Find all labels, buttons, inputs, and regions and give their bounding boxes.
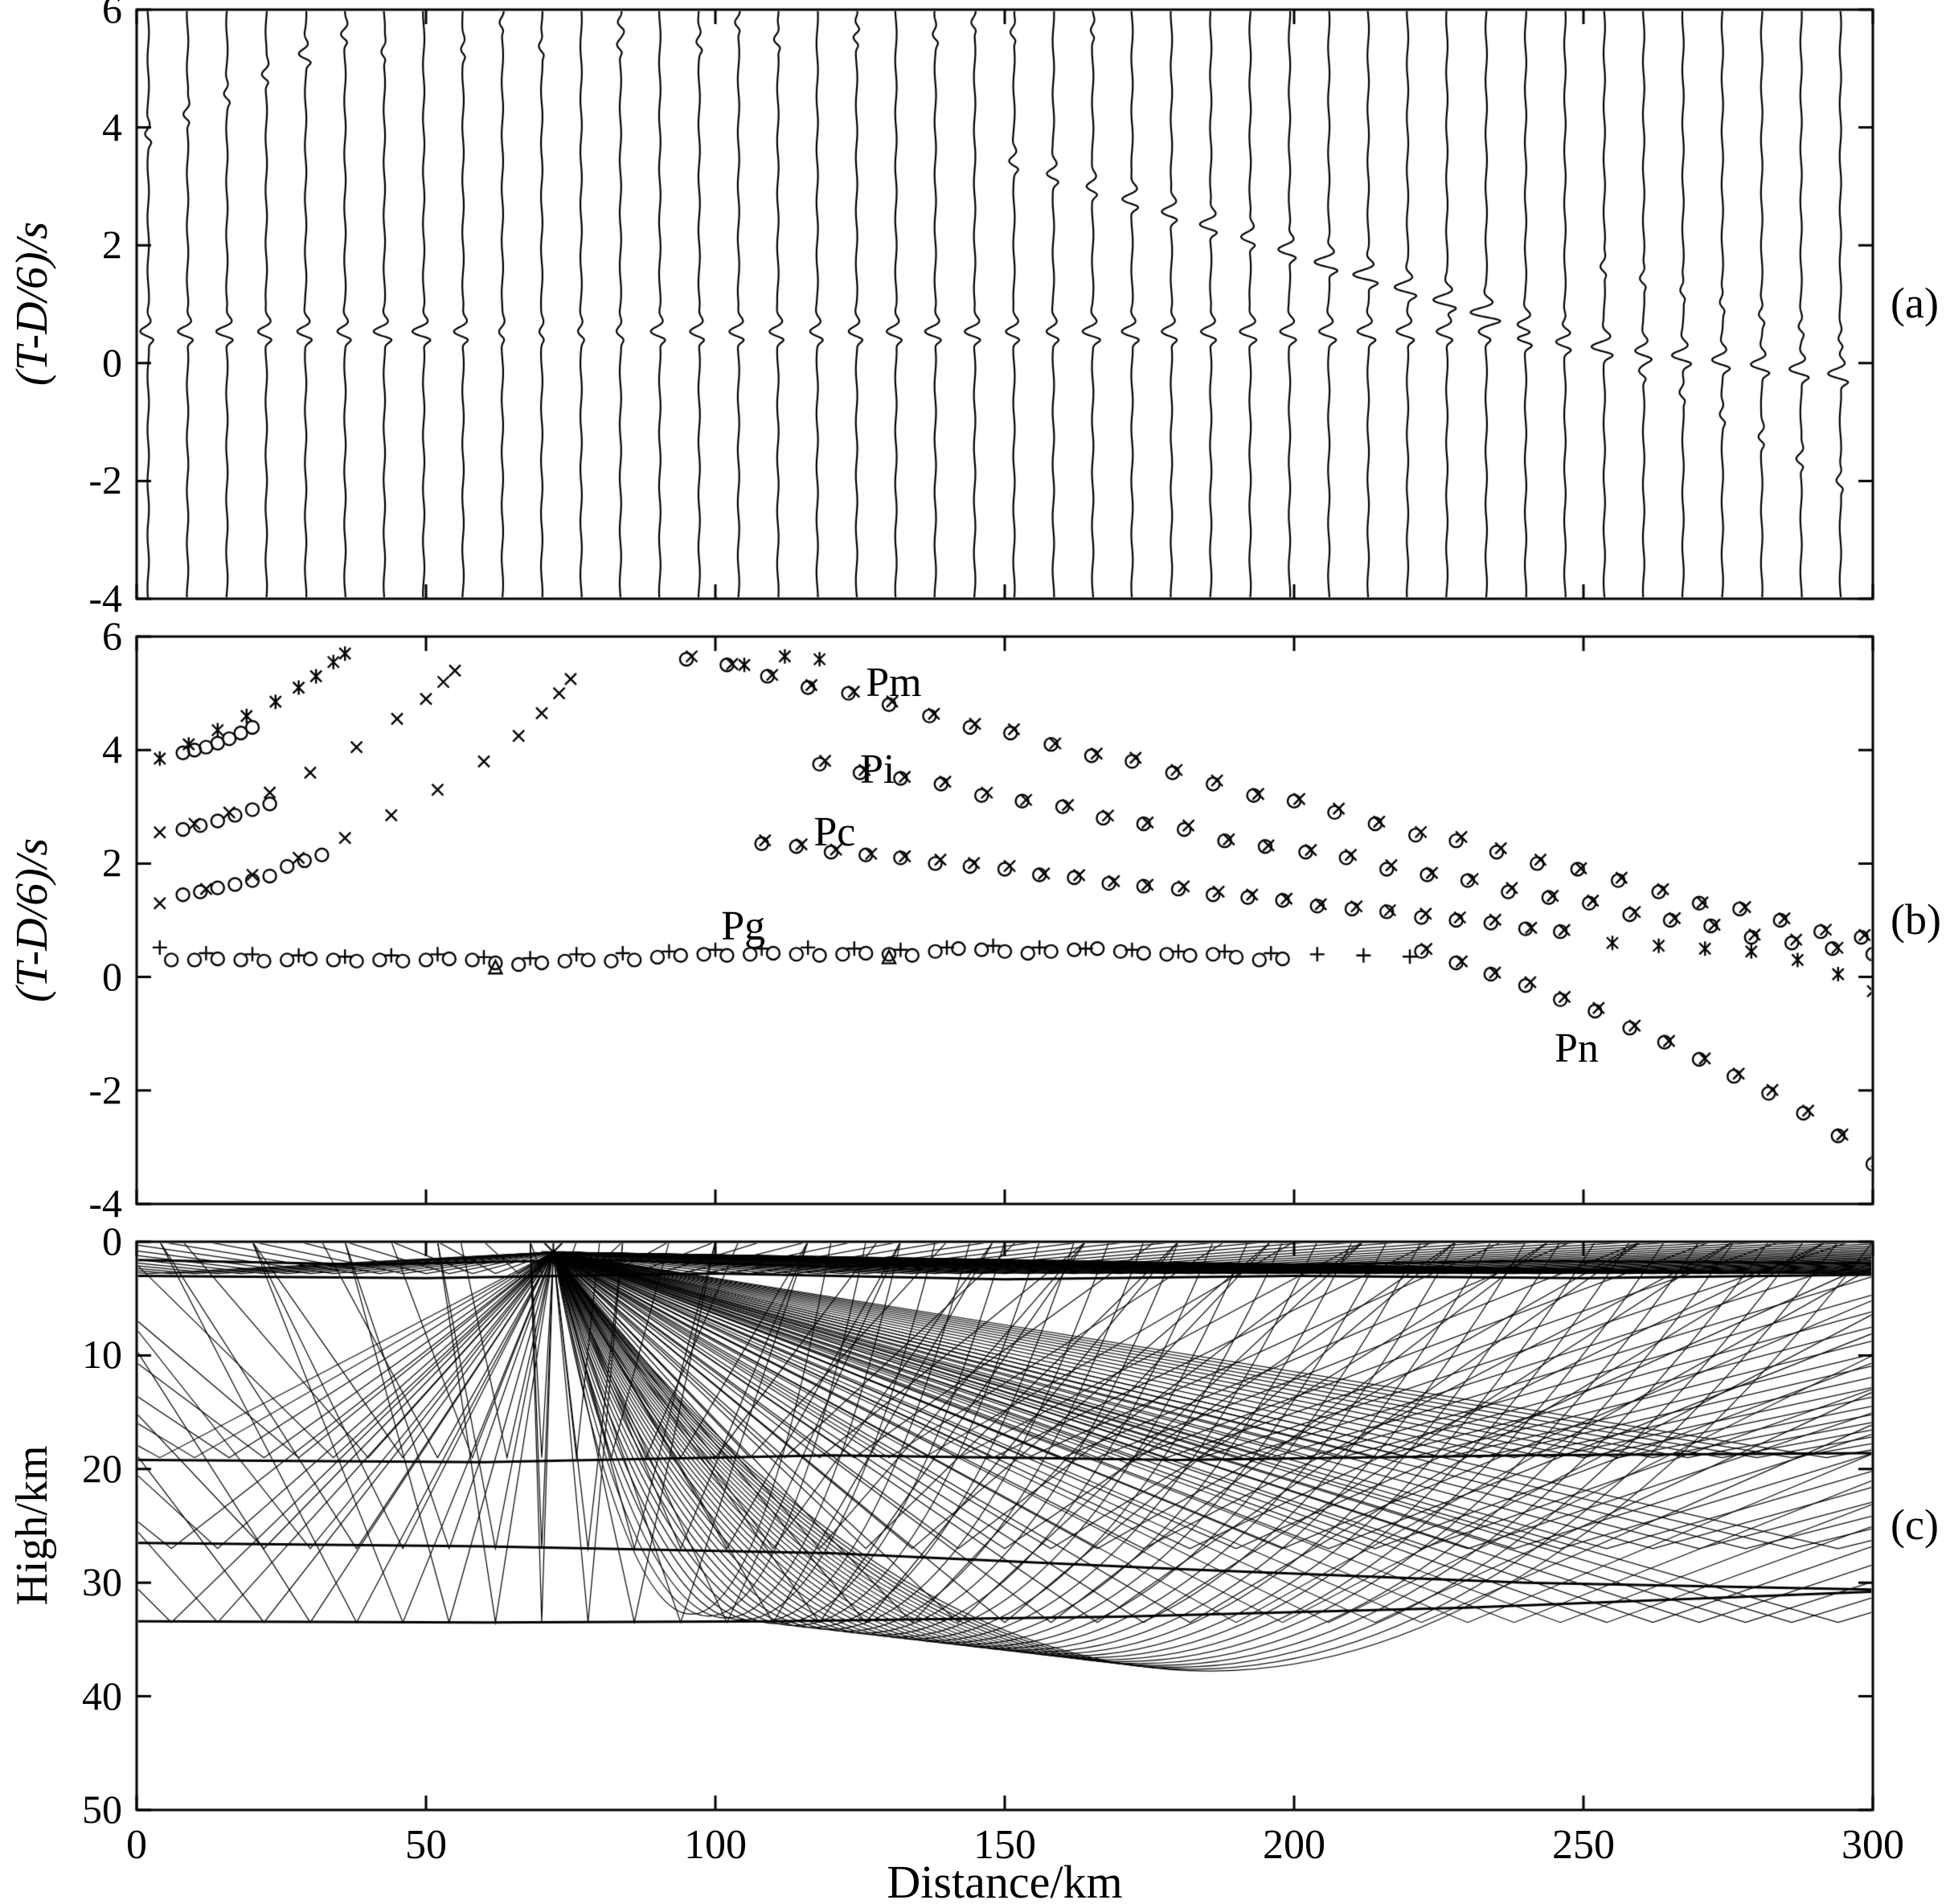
y-tick-label-b: 6 xyxy=(102,613,122,658)
panel-letter-a: (a) xyxy=(1891,279,1939,327)
y-tick-label-a: -4 xyxy=(88,575,122,620)
branch-label-pm: Pm xyxy=(866,660,922,706)
y-tick-label-a: 2 xyxy=(102,222,122,268)
y-tick-label-c: 50 xyxy=(82,1787,122,1832)
branch-label-pc: Pc xyxy=(813,809,856,855)
x-tick-label: 250 xyxy=(1552,1822,1615,1868)
y-tick-label-c: 30 xyxy=(82,1559,122,1605)
panel-letter-b: (b) xyxy=(1891,895,1941,944)
x-tick-label: 300 xyxy=(1841,1822,1904,1868)
y-tick-label-b: 0 xyxy=(102,953,122,999)
branch-label-pg: Pg xyxy=(721,903,766,949)
x-tick-label: 200 xyxy=(1263,1822,1325,1868)
y-tick-label-a: 6 xyxy=(102,0,122,31)
y-tick-label-a: 0 xyxy=(102,339,122,385)
y-tick-label-b: 2 xyxy=(102,840,122,886)
x-axis-label: Distance/km xyxy=(887,1856,1123,1904)
y-tick-label-a: -2 xyxy=(88,457,122,503)
y-tick-label-c: 20 xyxy=(82,1445,122,1491)
y-tick-label-c: 0 xyxy=(102,1218,122,1263)
branch-label-pn: Pn xyxy=(1555,1026,1599,1072)
y-tick-label-b: -2 xyxy=(88,1067,122,1112)
x-tick-label: 150 xyxy=(973,1822,1036,1868)
panel-letter-c: (c) xyxy=(1891,1501,1939,1549)
y-tick-label-c: 40 xyxy=(82,1673,122,1718)
x-tick-label: 50 xyxy=(405,1822,447,1868)
y-tick-label-b: -4 xyxy=(88,1181,122,1226)
y-tick-label-a: 4 xyxy=(102,104,122,149)
branch-label-pi: Pi xyxy=(860,747,895,793)
y-tick-label-c: 10 xyxy=(82,1332,122,1378)
y-tick-label-b: 4 xyxy=(102,727,122,772)
x-tick-label: 0 xyxy=(126,1822,147,1868)
x-tick-label: 100 xyxy=(684,1822,747,1868)
